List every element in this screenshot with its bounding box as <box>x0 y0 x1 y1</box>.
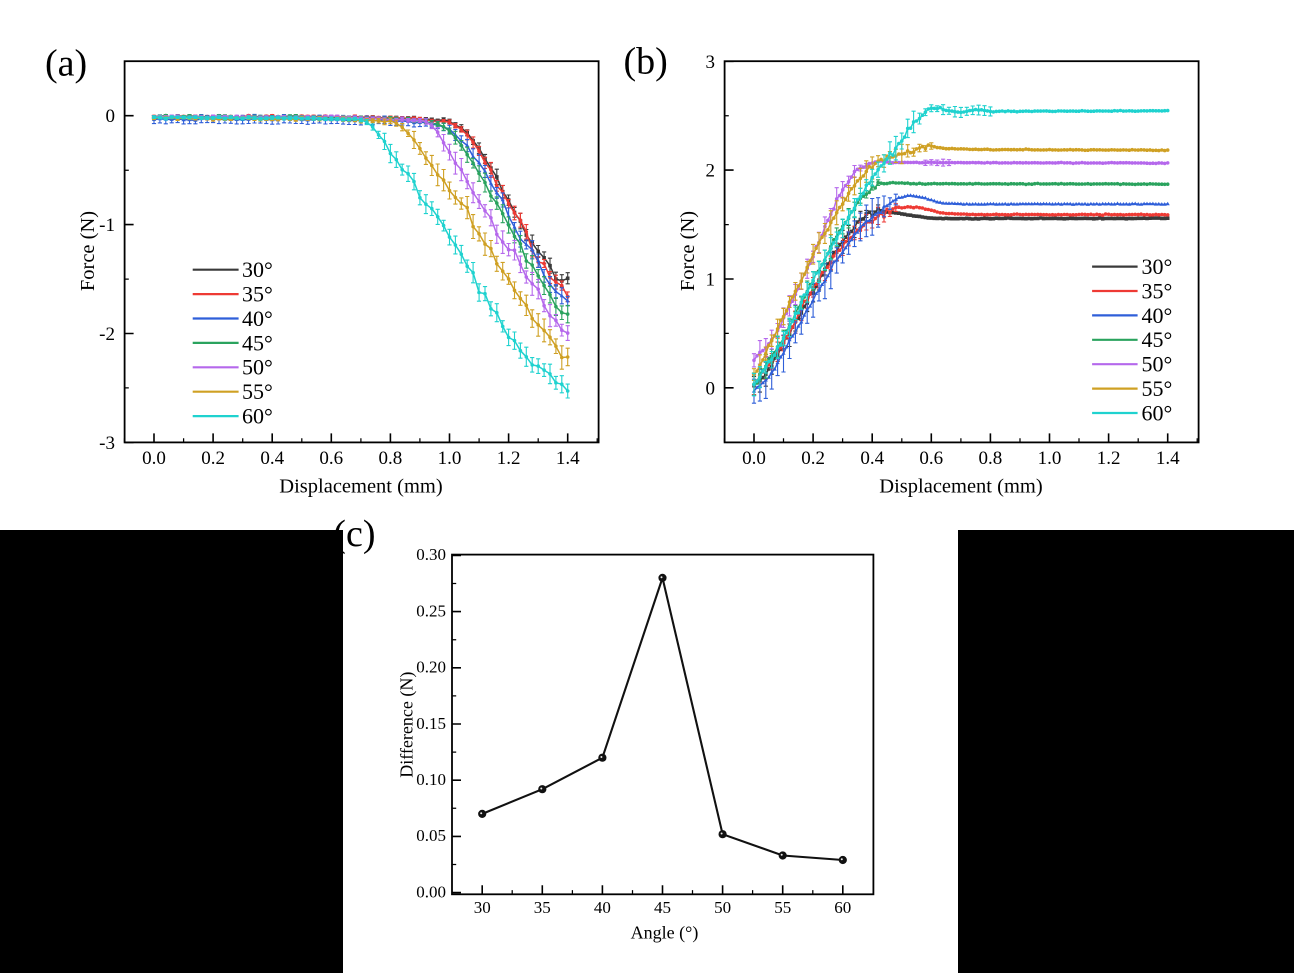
svg-text:Force (N): Force (N) <box>677 211 699 291</box>
svg-text:0: 0 <box>706 378 716 399</box>
svg-text:0.30: 0.30 <box>416 545 446 564</box>
svg-text:50: 50 <box>714 898 731 917</box>
svg-text:Angle (°): Angle (°) <box>631 923 699 944</box>
svg-text:45°: 45° <box>1142 327 1173 352</box>
svg-text:Force (N): Force (N) <box>77 211 99 291</box>
svg-text:0.2: 0.2 <box>201 448 225 469</box>
svg-text:0.15: 0.15 <box>416 714 446 733</box>
svg-text:40°: 40° <box>1142 303 1173 328</box>
svg-text:1.4: 1.4 <box>1156 448 1180 469</box>
svg-text:0.8: 0.8 <box>979 448 1003 469</box>
svg-text:1.4: 1.4 <box>556 448 580 469</box>
svg-text:0.2: 0.2 <box>801 448 825 469</box>
svg-text:55°: 55° <box>1142 376 1173 401</box>
svg-text:0.00: 0.00 <box>416 882 446 901</box>
svg-text:55°: 55° <box>242 379 273 404</box>
svg-text:Displacement (mm): Displacement (mm) <box>279 476 442 498</box>
svg-text:0.20: 0.20 <box>416 658 446 677</box>
svg-text:60°: 60° <box>242 404 273 429</box>
svg-text:-1: -1 <box>99 215 115 236</box>
svg-text:40°: 40° <box>242 306 273 331</box>
svg-text:Difference (N): Difference (N) <box>397 672 418 778</box>
svg-text:45: 45 <box>654 898 671 917</box>
svg-text:55: 55 <box>774 898 791 917</box>
svg-text:60°: 60° <box>1142 400 1173 425</box>
svg-text:2: 2 <box>706 161 716 182</box>
svg-text:(a): (a) <box>45 42 87 84</box>
svg-text:35°: 35° <box>242 282 273 307</box>
svg-text:1.0: 1.0 <box>1038 448 1062 469</box>
svg-text:30°: 30° <box>242 257 273 282</box>
svg-text:1.2: 1.2 <box>497 448 521 469</box>
svg-text:0.6: 0.6 <box>919 448 943 469</box>
svg-text:0.6: 0.6 <box>319 448 343 469</box>
svg-text:0.25: 0.25 <box>416 601 446 620</box>
svg-text:0: 0 <box>106 106 116 127</box>
svg-text:40: 40 <box>594 898 611 917</box>
svg-text:50°: 50° <box>1142 352 1173 377</box>
svg-text:45°: 45° <box>242 330 273 355</box>
svg-text:30: 30 <box>474 898 491 917</box>
svg-text:3: 3 <box>706 52 716 73</box>
svg-text:0.0: 0.0 <box>742 448 766 469</box>
svg-text:30°: 30° <box>1142 254 1173 279</box>
svg-text:1.2: 1.2 <box>1097 448 1121 469</box>
svg-text:-3: -3 <box>99 433 115 454</box>
svg-text:-2: -2 <box>99 324 115 345</box>
svg-text:0.10: 0.10 <box>416 770 446 789</box>
svg-text:Displacement (mm): Displacement (mm) <box>879 476 1042 498</box>
svg-text:0.4: 0.4 <box>260 448 284 469</box>
svg-text:50°: 50° <box>242 355 273 380</box>
svg-text:35°: 35° <box>1142 278 1173 303</box>
svg-text:0.0: 0.0 <box>142 448 166 469</box>
svg-text:0.4: 0.4 <box>860 448 884 469</box>
svg-text:1.0: 1.0 <box>438 448 462 469</box>
svg-text:35: 35 <box>534 898 551 917</box>
svg-text:60: 60 <box>834 898 851 917</box>
svg-text:(b): (b) <box>624 40 668 82</box>
svg-text:1: 1 <box>706 270 716 291</box>
svg-text:0.8: 0.8 <box>379 448 403 469</box>
svg-text:0.05: 0.05 <box>416 826 446 845</box>
